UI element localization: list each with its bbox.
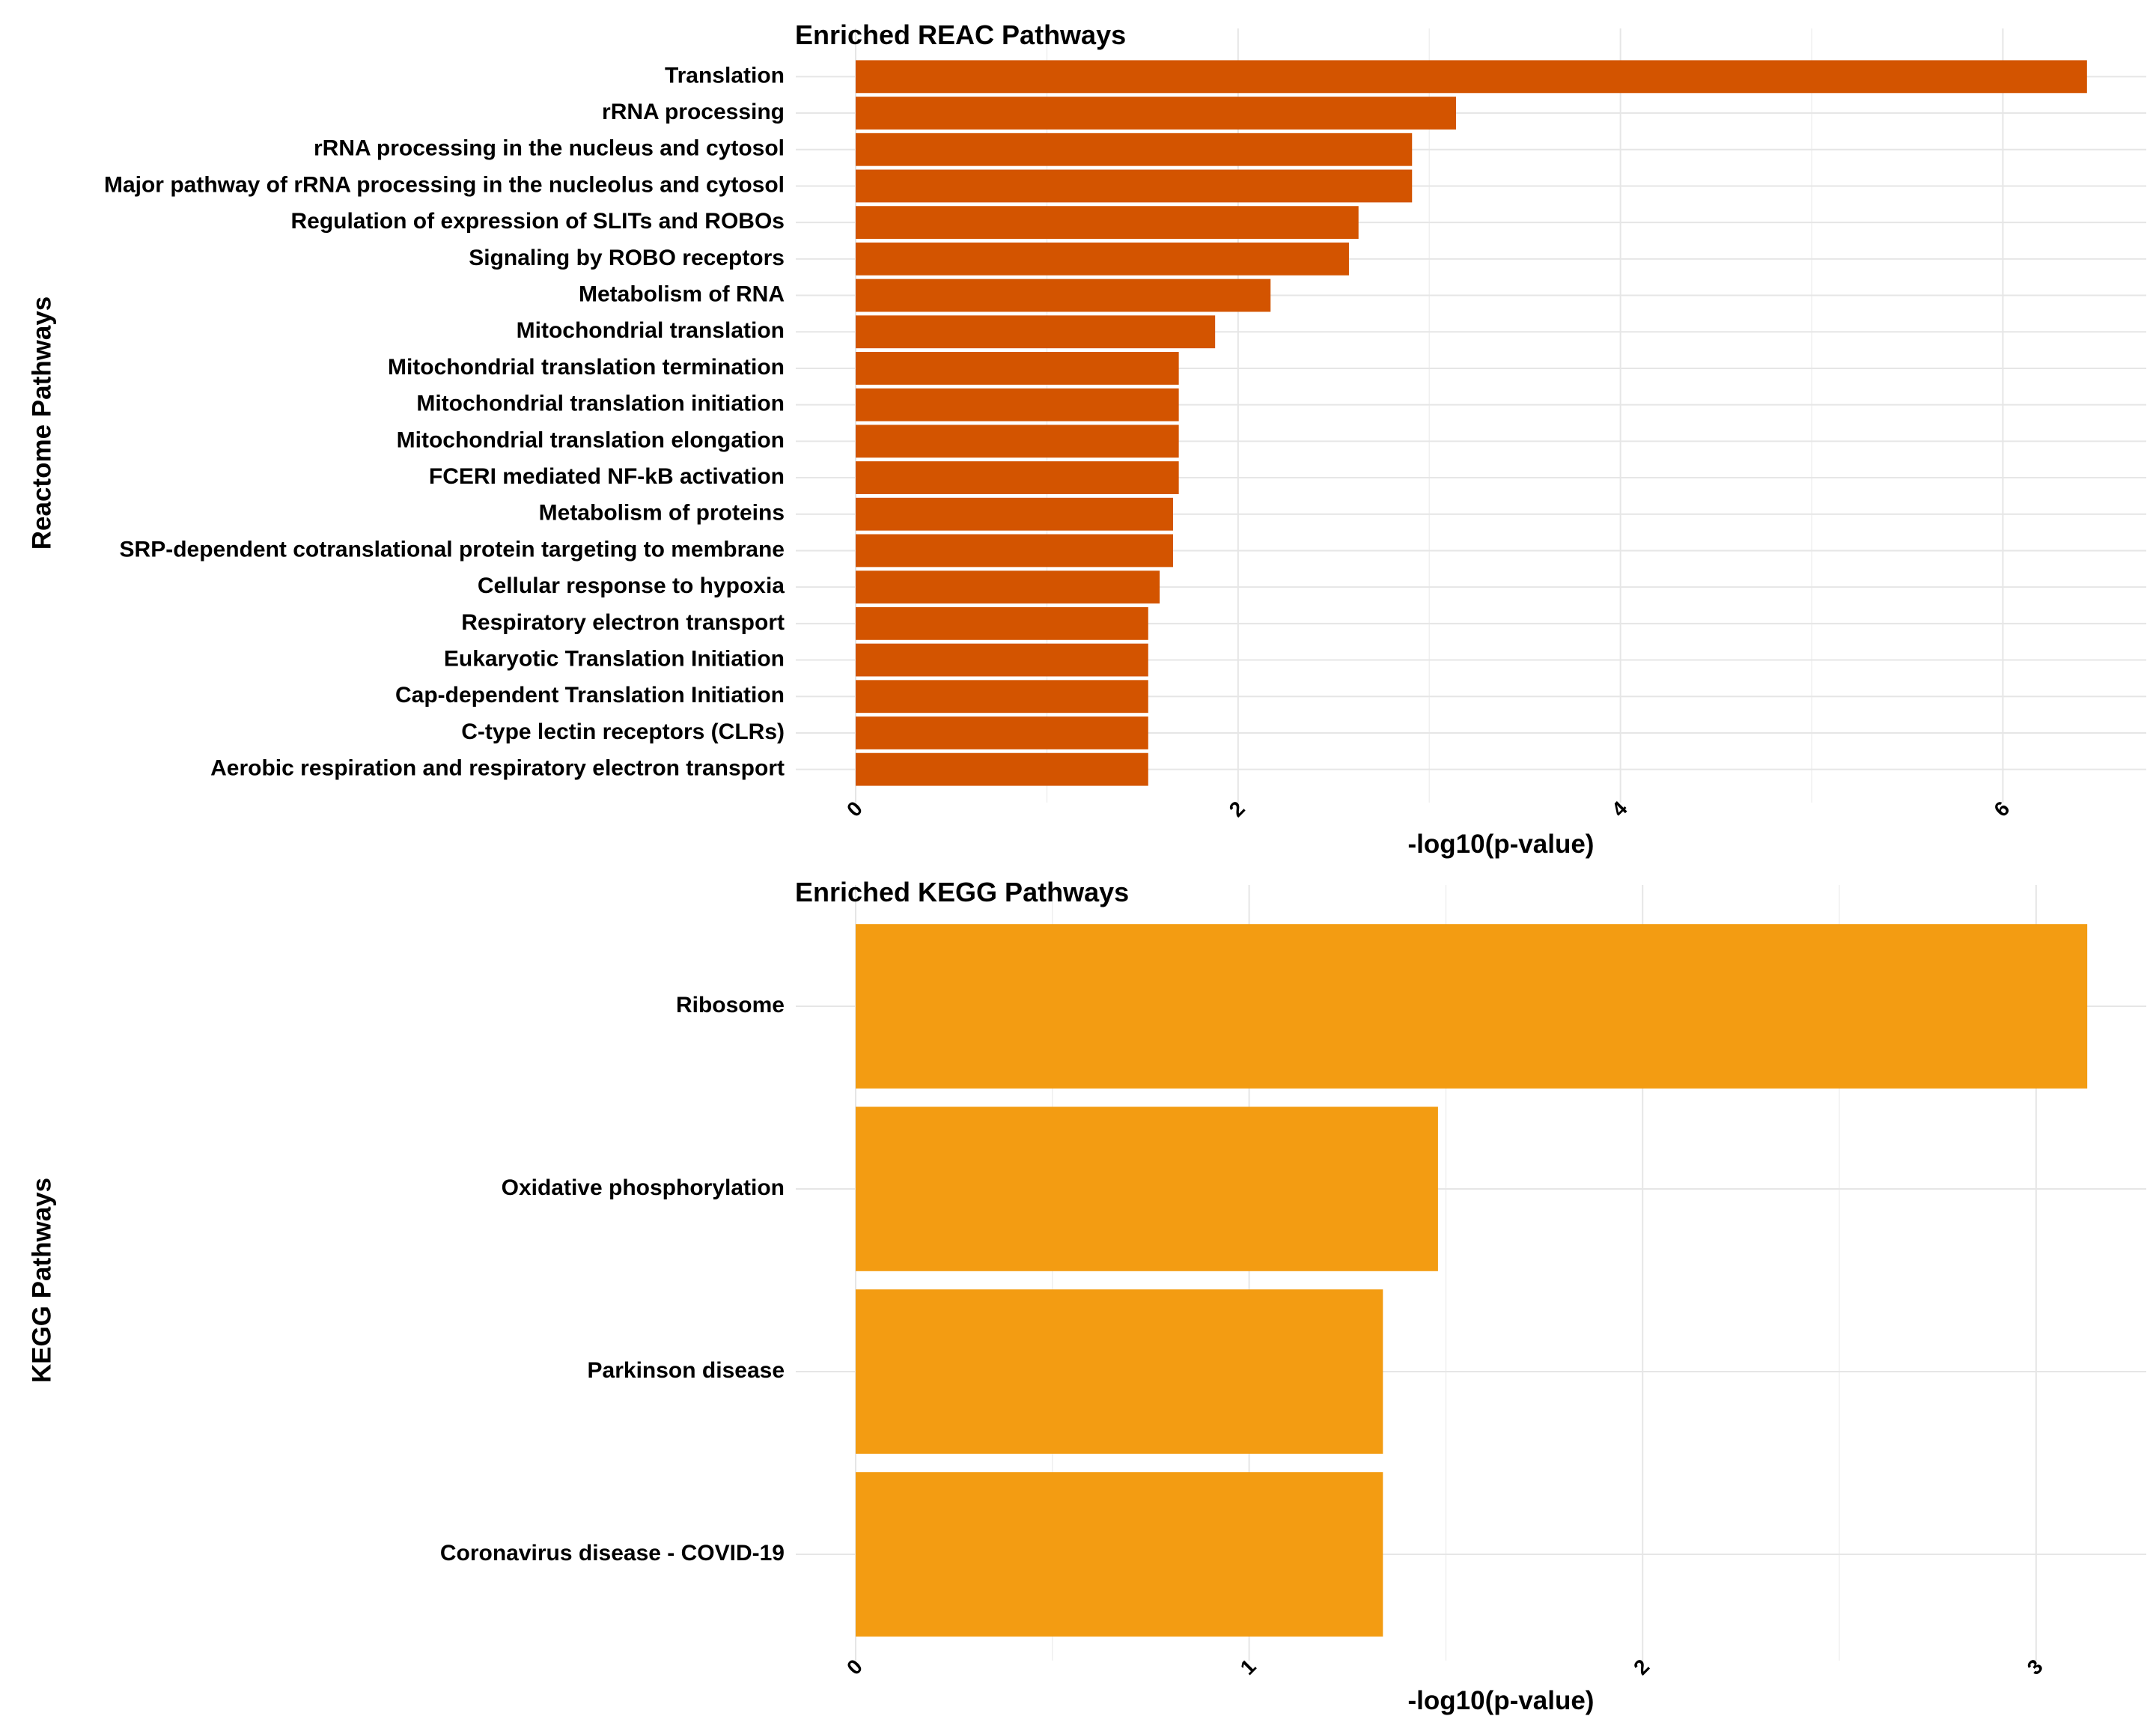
bar — [856, 388, 1179, 422]
x-tick-label: 2 — [1629, 1655, 1654, 1679]
bar — [856, 206, 1359, 240]
bar — [856, 133, 1413, 166]
bar — [856, 752, 1148, 786]
x-tick-label: 4 — [1607, 797, 1632, 821]
x-axis-title: -log10(p-value) — [1408, 1686, 1595, 1715]
category-label: Respiratory electron transport — [461, 610, 785, 635]
category-label: Eukaryotic Translation Initiation — [444, 646, 785, 671]
category-label: FCERI mediated NF-kB activation — [429, 464, 785, 489]
category-label: Cap-dependent Translation Initiation — [395, 683, 785, 708]
x-tick-label: 0 — [842, 797, 867, 821]
category-label: Translation — [665, 63, 785, 88]
bar — [856, 924, 2088, 1089]
bar — [856, 606, 1148, 640]
category-label: Signaling by ROBO receptors — [469, 246, 785, 270]
bar — [856, 680, 1148, 714]
bar — [856, 60, 2087, 94]
x-tick-label: 1 — [1236, 1655, 1261, 1679]
bar — [856, 242, 1349, 276]
bar — [856, 315, 1216, 349]
bar — [856, 461, 1179, 494]
category-label: Mitochondrial translation initiation — [416, 392, 785, 416]
category-label: Mitochondrial translation termination — [388, 355, 785, 380]
category-label: C-type lectin receptors (CLRs) — [461, 719, 785, 744]
category-label: Cellular response to hypoxia — [478, 574, 785, 598]
category-label: rRNA processing in the nucleus and cytos… — [314, 136, 785, 161]
x-tick-label: 3 — [2023, 1655, 2047, 1679]
category-label: Oxidative phosphorylation — [502, 1175, 785, 1200]
bar — [856, 279, 1271, 312]
chart-panel-1: Translation rRNA processing rRNA processin… — [27, 19, 2146, 859]
category-label: rRNA processing — [602, 100, 785, 124]
bar — [856, 1472, 1383, 1637]
bar — [856, 352, 1179, 385]
bar — [856, 497, 1173, 531]
y-axis-title: KEGG Pathways — [27, 1178, 56, 1383]
bar — [856, 717, 1148, 749]
bar — [856, 534, 1173, 568]
category-label: Coronavirus disease - COVID-19 — [440, 1541, 785, 1566]
x-tick-label: 2 — [1225, 797, 1249, 821]
bar — [856, 425, 1179, 458]
category-label: Mitochondrial translation — [517, 318, 785, 343]
category-label: Metabolism of RNA — [579, 282, 785, 306]
category-label: Major pathway of rRNA processing in the … — [104, 172, 785, 197]
category-label: Parkinson disease — [588, 1358, 785, 1383]
bar — [856, 1289, 1383, 1454]
x-axis-title: -log10(p-value) — [1408, 830, 1595, 859]
bar — [856, 1107, 1438, 1271]
bar — [856, 169, 1413, 203]
y-axis-title: Reactome Pathways — [27, 296, 56, 550]
category-label: Regulation of expression of SLITs and RO… — [290, 209, 785, 234]
bar — [856, 97, 1456, 130]
bar — [856, 571, 1160, 604]
category-label: Metabolism of proteins — [539, 501, 785, 526]
category-label: Aerobic respiration and respiratory elec… — [210, 756, 785, 781]
chart-title: Enriched KEGG Pathways — [795, 877, 1129, 907]
x-tick-label: 6 — [1989, 797, 2014, 821]
category-label: SRP-dependent cotranslational protein ta… — [120, 537, 785, 562]
chart-panel-2: Ribosome Oxidative phosphorylation Parkins… — [27, 877, 2146, 1715]
x-tick-label: 0 — [842, 1655, 867, 1679]
chart-title: Enriched REAC Pathways — [795, 19, 1126, 50]
category-label: Mitochondrial translation elongation — [397, 428, 785, 452]
category-label: Ribosome — [676, 993, 785, 1017]
bar — [856, 643, 1148, 677]
